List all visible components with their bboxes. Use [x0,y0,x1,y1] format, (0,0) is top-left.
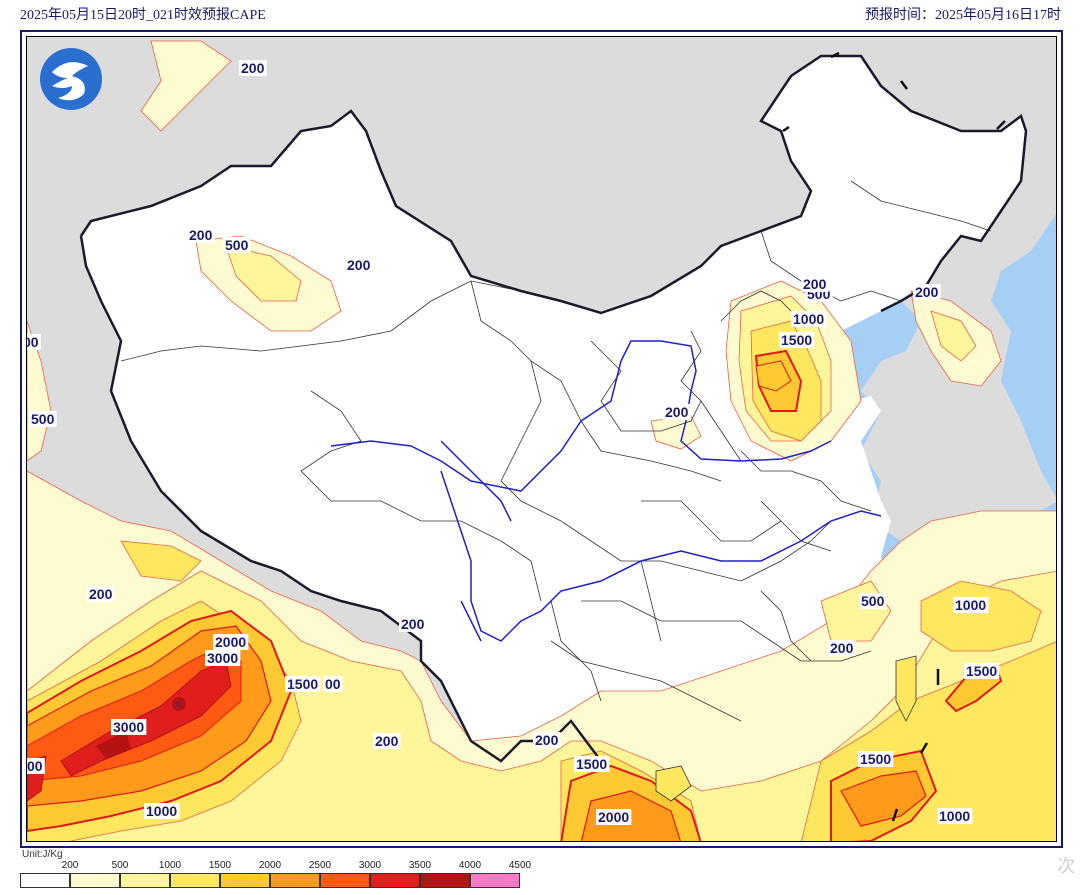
contour-label: 200 [665,404,689,420]
contour-label: 1000 [955,597,986,613]
map-title: 2025年05月15日20时_021时效预报CAPE [20,8,266,23]
contour-label: 500 [861,593,885,609]
legend-swatch [20,873,70,888]
contour-label: 1000 [939,808,970,824]
contour-label-bg [858,751,894,767]
contour-label: 00 [27,758,43,774]
contour-label: 2000 [215,634,246,650]
contour-label-bg [87,586,115,602]
cape-fill-2500 [27,645,242,782]
contour-label-bg [791,311,827,327]
contour-label: 500 [31,411,55,427]
contour-label-bg [859,593,887,609]
legend-tick: 1000 [158,860,182,871]
sea-islands [655,655,917,802]
legend-swatch [370,873,420,888]
contour-label-bg [953,597,989,613]
legend-tick: 500 [111,860,129,871]
legend-tick: 200 [61,860,79,871]
contour-label-bg [223,237,251,253]
legend-tick: 1500 [208,860,232,871]
contour-label: 200 [375,733,399,749]
contour-label: 1000 [793,311,824,327]
legend-swatch [220,873,270,888]
contour-label-bg [663,404,691,420]
contour-label-bg [345,257,373,273]
contour-label: 200 [401,616,425,632]
contour-label-bg [111,719,147,735]
country-border [79,54,1028,763]
contour-label-bg [828,640,856,656]
contour-label: 2000 [598,809,629,825]
cape-map: 200 200 500 200 500 1000 1500 200 200 20… [26,36,1057,842]
legend-swatch [120,873,170,888]
contour-label-bg [27,334,41,350]
legend-tick: 3500 [408,860,432,871]
contour-label-bg [373,733,401,749]
contour-label-bg [187,227,215,243]
legend-tick: 4500 [508,860,532,871]
contour-label-bg [937,808,973,824]
legend-tick: 4000 [458,860,482,871]
contour-label-bg [285,676,321,692]
contour-label: 00 [325,676,341,692]
contour-label: 00 [27,334,39,350]
watermark: 次 [1057,856,1075,876]
contour-label: 200 [830,640,854,656]
contour-label: 200 [347,257,371,273]
contour-label: 1500 [860,751,891,767]
contour-label: 3000 [113,719,144,735]
contour-label-bg [27,758,45,774]
contour-labels: 200 200 500 200 500 1000 1500 200 200 20… [27,60,1000,825]
legend-tick: 2000 [258,860,282,871]
rivers [330,340,882,642]
contour-label: 1500 [287,676,318,692]
legend-swatch [170,873,220,888]
contour-label-bg [596,809,632,825]
contour-label: 200 [241,60,265,76]
province-boundaries [120,180,992,722]
contour-label: 200 [89,586,113,602]
contour-label-bg [399,616,427,632]
contour-label-bg [239,60,267,76]
legend-swatch [270,873,320,888]
sea-area [991,213,1056,498]
contour-label: 1500 [781,332,812,348]
contour-label-bg [29,411,57,427]
legend-tick: 2500 [308,860,332,871]
contour-label-bg [144,803,180,819]
contour-label: 1000 [146,803,177,819]
cma-logo [38,46,104,112]
contour-label-bg [323,676,343,692]
contour-label: 200 [189,227,213,243]
cape-fill-1500-n [755,360,792,392]
legend-tick: 3000 [358,860,382,871]
contour-label: 500 [225,237,249,253]
legend-swatch [470,873,520,888]
contour-label-bg [205,650,241,666]
map-frame [20,30,1063,848]
contour-label: 200 [803,276,827,292]
forecast-time: 预报时间：2025年05月16日17时 [865,8,1061,23]
contour-label: 1500 [576,756,607,772]
legend-unit: Unit:J/Kg [22,849,63,860]
legend-swatch [420,873,470,888]
contour-label-bg [533,732,561,748]
contour-label-bg [964,663,1000,679]
contour-label-bg [779,332,815,348]
cape-fill-4000 [176,701,182,707]
contour-label-bg [913,284,941,300]
legend-swatch [320,873,370,888]
legend-swatch [70,873,120,888]
contour-label: 1500 [966,663,997,679]
contour-label: 3000 [207,650,238,666]
contour-label-bg [574,756,610,772]
grid-ticks [782,51,1006,822]
contour-label: 200 [915,284,939,300]
contour-label-bg [801,276,829,292]
contour-label: 200 [535,732,559,748]
contour-label-bg [213,634,249,650]
china-land [81,56,1026,801]
